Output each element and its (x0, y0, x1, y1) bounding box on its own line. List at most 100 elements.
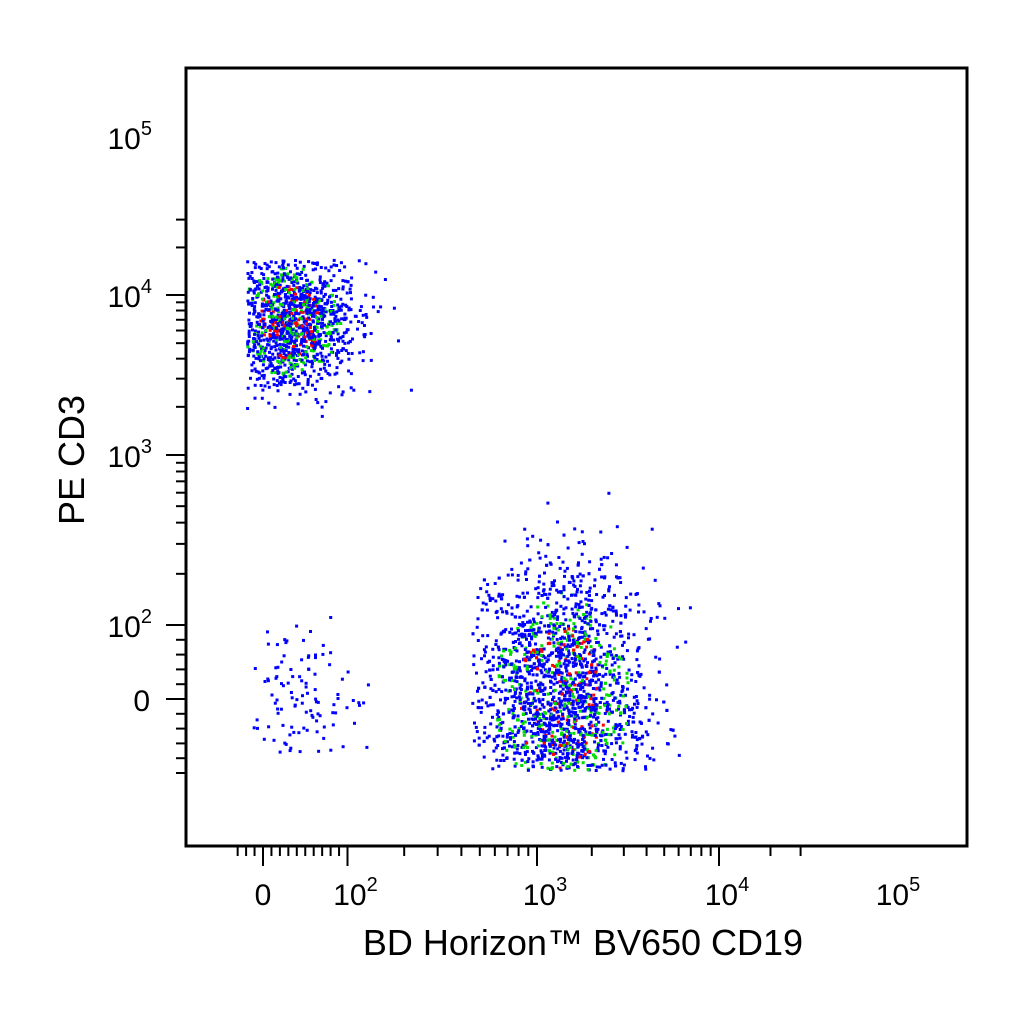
event-dot (304, 317, 308, 321)
event-dot (574, 605, 578, 609)
event-dot (596, 746, 600, 750)
event-dot (530, 655, 534, 659)
event-dot (282, 349, 286, 353)
event-dot (583, 657, 587, 661)
event-dot (528, 558, 532, 562)
event-dot (284, 340, 288, 344)
event-dot (326, 372, 330, 375)
event-dot (565, 669, 569, 673)
event-dot (529, 681, 533, 685)
event-dot (561, 560, 565, 564)
event-dot (586, 661, 589, 665)
event-dot (260, 331, 264, 335)
event-dot (655, 615, 659, 619)
event-dot (518, 752, 522, 756)
event-dot (612, 730, 616, 734)
event-dot (259, 349, 263, 353)
event-dot (555, 739, 559, 742)
event-dot (504, 678, 508, 682)
event-dot (349, 283, 353, 287)
event-dot (498, 728, 502, 732)
event-dot (321, 283, 325, 287)
event-dot (311, 311, 315, 315)
x-tick-label: 105 (876, 874, 921, 912)
event-dot (585, 677, 589, 681)
event-dot (275, 344, 279, 347)
event-dot (336, 697, 340, 700)
event-dot (539, 669, 543, 673)
event-dot (515, 747, 519, 751)
event-dot (558, 649, 562, 653)
event-dot (534, 587, 538, 591)
event-dot (500, 690, 504, 694)
event-dot (581, 756, 585, 760)
event-dot (536, 727, 540, 730)
event-dot (287, 319, 291, 323)
event-dot (509, 662, 513, 666)
event-dot (567, 721, 570, 725)
event-dot (552, 623, 556, 627)
event-dot (630, 673, 634, 677)
event-dot (594, 666, 598, 670)
event-dot (642, 686, 646, 690)
event-dot (293, 273, 296, 277)
event-dot (577, 642, 581, 646)
event-dot (296, 375, 300, 378)
event-dot (581, 685, 585, 689)
event-dot (336, 356, 340, 360)
event-dot (569, 746, 572, 749)
event-dot (555, 588, 559, 592)
event-dot (543, 687, 547, 691)
event-dot (477, 706, 481, 710)
event-dot (302, 264, 306, 268)
event-dot (591, 687, 595, 690)
event-dot (614, 632, 618, 636)
event-dot (311, 349, 315, 353)
event-dot (555, 724, 559, 727)
event-dot (530, 637, 534, 641)
event-dot (548, 561, 552, 565)
event-dot (266, 286, 270, 290)
event-dot (563, 645, 567, 649)
event-dot (562, 607, 566, 611)
event-dot (561, 717, 565, 721)
event-dot (508, 727, 512, 731)
event-dot (288, 749, 292, 753)
event-dot (254, 356, 258, 360)
event-dot (575, 754, 579, 758)
event-dot (318, 281, 322, 284)
event-dot (323, 314, 327, 318)
event-dot (529, 710, 532, 714)
event-dot (590, 663, 594, 667)
event-dot (345, 706, 349, 710)
event-dot (269, 282, 273, 286)
event-dot (317, 359, 321, 363)
event-dot (584, 741, 588, 745)
event-dot (531, 534, 535, 538)
event-dot (583, 709, 587, 713)
event-dot (573, 715, 577, 719)
event-dot (296, 402, 300, 406)
event-dot (599, 683, 603, 686)
event-dot (552, 584, 556, 587)
event-dot (527, 658, 531, 662)
event-dot (520, 764, 524, 767)
event-dot (585, 716, 589, 720)
event-dot (273, 293, 276, 296)
event-dot (594, 769, 598, 772)
event-dot (609, 733, 613, 737)
event-dot (272, 301, 276, 305)
event-dot (578, 700, 582, 704)
event-dot (506, 659, 510, 663)
event-dot (565, 759, 568, 763)
event-dot (555, 601, 559, 605)
event-dot (514, 733, 518, 737)
event-dot (277, 265, 281, 269)
event-dot (512, 757, 516, 761)
event-dot (576, 563, 580, 567)
event-dot (558, 671, 562, 674)
event-dot (583, 637, 587, 641)
event-dot (294, 324, 298, 328)
event-dot (560, 651, 564, 655)
event-dot (327, 322, 331, 326)
